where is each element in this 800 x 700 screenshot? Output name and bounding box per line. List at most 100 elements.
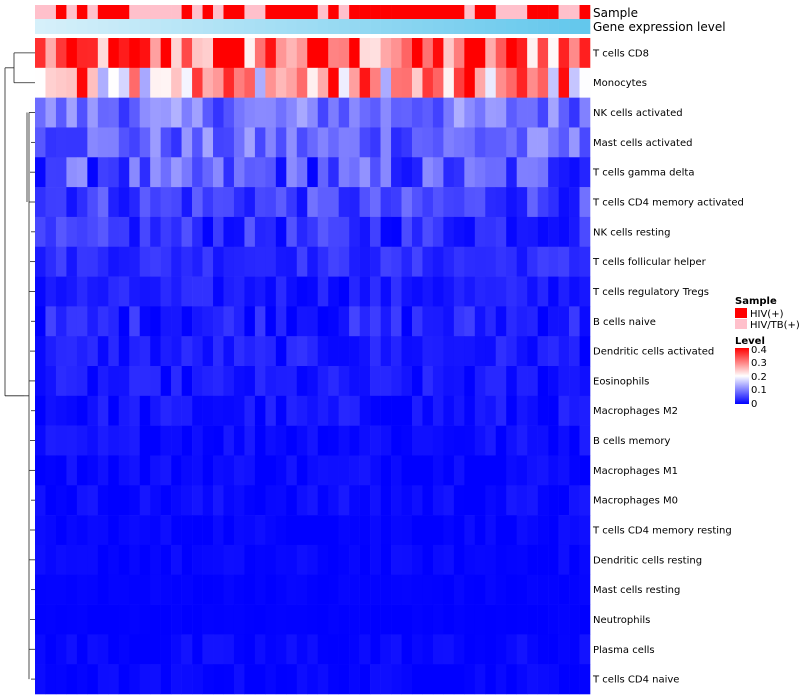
- heatmap-cell: [349, 664, 360, 695]
- heatmap-cell: [349, 157, 360, 188]
- heatmap-cell: [192, 544, 203, 576]
- heatmap-cell: [129, 157, 141, 188]
- heatmap-cell: [527, 38, 538, 69]
- heatmap-cell: [45, 574, 57, 605]
- heatmap-cell: [265, 425, 277, 456]
- heatmap-cell: [265, 157, 277, 188]
- heatmap-cell: [328, 485, 339, 516]
- expression-level-cell: [317, 19, 329, 34]
- level-tick-0.1: 0.1: [751, 385, 767, 396]
- heatmap-cell: [45, 97, 57, 128]
- heatmap-cell: [380, 127, 392, 158]
- expression-level-cell: [359, 19, 371, 34]
- heatmap-cell: [223, 127, 235, 158]
- heatmap-cell: [139, 395, 151, 426]
- heatmap-cell: [55, 455, 67, 486]
- sample-cell: [338, 5, 350, 19]
- heatmap-cell: [66, 425, 78, 456]
- heatmap-cell: [45, 395, 57, 426]
- heatmap-cell: [66, 216, 78, 248]
- heatmap-cell: [422, 604, 434, 635]
- heatmap-cell: [516, 455, 528, 486]
- heatmap-cell: [380, 366, 392, 397]
- heatmap-cell: [139, 544, 151, 576]
- heatmap-cell: [328, 544, 339, 576]
- heatmap-cell: [579, 455, 591, 486]
- heatmap-cell: [569, 97, 580, 128]
- heatmap-cell: [401, 336, 413, 367]
- sample-legend-title: Sample: [735, 296, 777, 307]
- heatmap-cell: [401, 38, 413, 69]
- heatmap-cell: [349, 574, 360, 605]
- heatmap-cell: [129, 604, 141, 635]
- heatmap-cell: [254, 634, 266, 665]
- heatmap-cell: [87, 455, 99, 486]
- expression-level-cell: [108, 19, 120, 34]
- expression-track-label: Gene expression level: [593, 20, 726, 34]
- heatmap-cell: [118, 97, 130, 128]
- heatmap-cell: [558, 38, 570, 69]
- heatmap-cell: [506, 38, 517, 69]
- sample-cell: [558, 5, 570, 19]
- heatmap-cell: [45, 485, 57, 516]
- heatmap-cell: [506, 634, 517, 665]
- heatmap-cell: [474, 395, 486, 426]
- heatmap-cell: [338, 187, 350, 218]
- heatmap-cell: [181, 187, 193, 218]
- heatmap-cell: [349, 276, 360, 307]
- heatmap-cell: [349, 366, 360, 397]
- heatmap-cell: [422, 97, 434, 128]
- heatmap-cell: [223, 216, 235, 248]
- heatmap-cell: [370, 634, 381, 665]
- heatmap-cell: [569, 38, 580, 69]
- heatmap-cell: [223, 425, 235, 456]
- heatmap-cell: [495, 395, 507, 426]
- heatmap-cell: [181, 127, 193, 158]
- heatmap-cell: [118, 38, 130, 69]
- heatmap-cell: [370, 246, 381, 277]
- heatmap-cell: [150, 664, 161, 695]
- heatmap-cell: [171, 634, 182, 665]
- heatmap-cell: [422, 544, 434, 576]
- heatmap-cell: [579, 634, 591, 665]
- heatmap-cell: [66, 574, 78, 605]
- heatmap-cell: [66, 485, 78, 516]
- heatmap-cell: [569, 485, 580, 516]
- level-tick-0.3: 0.3: [751, 358, 767, 369]
- heatmap-cell: [328, 574, 339, 605]
- heatmap-cell: [359, 366, 371, 397]
- heatmap-cell: [349, 246, 360, 277]
- heatmap-cell: [537, 366, 549, 397]
- heatmap-cell: [87, 216, 99, 248]
- heatmap-cell: [55, 366, 67, 397]
- heatmap-cell: [150, 425, 161, 456]
- heatmap-cell: [338, 455, 350, 486]
- heatmap-cell: [108, 216, 120, 248]
- heatmap-cell: [265, 97, 277, 128]
- heatmap-cell: [286, 366, 298, 397]
- heatmap-cell: [432, 425, 444, 456]
- heatmap-cell: [244, 336, 256, 367]
- heatmap-cell: [171, 664, 182, 695]
- heatmap-cell: [485, 366, 497, 397]
- heatmap-cell: [233, 216, 245, 248]
- heatmap-cell: [66, 276, 78, 307]
- heatmap-cell: [307, 634, 319, 665]
- heatmap-cell: [244, 246, 256, 277]
- heatmap-cell: [370, 604, 381, 635]
- heatmap-cell: [516, 544, 528, 576]
- heatmap-cell: [296, 127, 308, 158]
- heatmap-cell: [537, 127, 549, 158]
- sample-cell: [223, 5, 235, 19]
- expression-level-cell: [495, 19, 507, 34]
- heatmap-cell: [129, 425, 141, 456]
- heatmap-cell: [97, 366, 109, 397]
- heatmap-cell: [380, 306, 392, 337]
- heatmap-cell: [307, 157, 319, 188]
- heatmap-cell: [160, 67, 172, 98]
- expression-level-cell: [391, 19, 402, 34]
- heatmap-cell: [181, 336, 193, 367]
- heatmap-cell: [254, 515, 266, 546]
- sample-cell: [87, 5, 99, 19]
- heatmap-cell: [76, 366, 88, 397]
